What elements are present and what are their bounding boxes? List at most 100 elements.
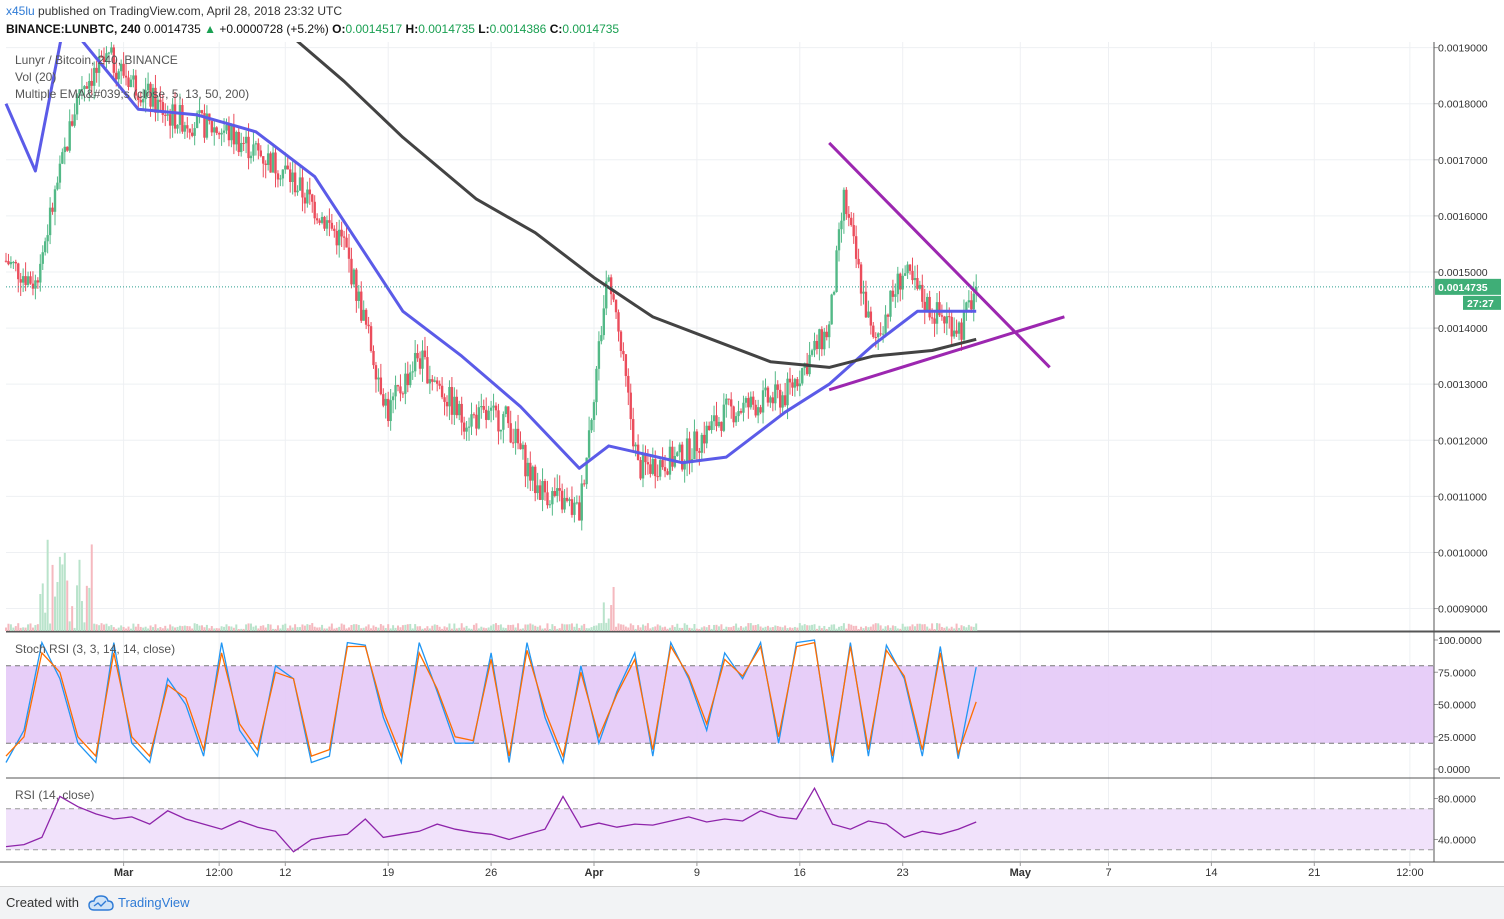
chart-svg[interactable]: 0.0019000 0.0018000 0.0017000 0.0016000 0.00…: [0, 18, 1504, 886]
candle-body: [798, 383, 801, 387]
candle-body: [345, 237, 348, 248]
price-axis-label: 0.0011000: [1438, 491, 1487, 503]
volume-bar: [705, 627, 708, 631]
ema-legend: Multiple EMA&#039;s (close, 5, 13, 50, 2…: [15, 87, 250, 101]
volume-bar: [306, 624, 309, 631]
volume-bar: [933, 628, 936, 631]
volume-bar: [144, 626, 147, 631]
candle-body: [671, 446, 674, 467]
volume-bar: [879, 625, 882, 631]
volume-bar: [534, 625, 537, 631]
volume-bar: [227, 626, 230, 631]
candle-body: [783, 395, 787, 406]
volume-bar: [191, 628, 194, 631]
stoch-axis-label: 100.0000: [1438, 635, 1482, 647]
volume-bar: [940, 626, 943, 631]
volume-bar: [850, 624, 853, 631]
volume-bar: [593, 625, 595, 631]
volume-bar: [68, 621, 71, 631]
candle-body: [874, 336, 877, 338]
volume-bar: [874, 623, 877, 631]
volume-bar: [431, 625, 434, 631]
volume-bar: [313, 626, 316, 631]
candle-body: [330, 222, 334, 229]
candle-body: [614, 299, 618, 313]
candle-body: [431, 379, 434, 382]
volume-bar: [58, 556, 61, 631]
author-link[interactable]: x45lu: [6, 4, 35, 18]
volume-bar: [14, 626, 17, 631]
volume-bar: [820, 628, 823, 631]
candle-body: [835, 250, 838, 292]
volume-bar: [470, 628, 473, 631]
candle-body: [676, 452, 679, 456]
volume-bar: [597, 623, 600, 631]
volume-bar: [428, 628, 431, 631]
candle-body: [585, 457, 588, 485]
volume-bar: [291, 627, 294, 631]
candle-body: [889, 290, 892, 317]
candle-body: [384, 398, 387, 406]
candle-body: [7, 261, 10, 265]
volume-bar: [475, 623, 478, 631]
candle-body: [44, 241, 47, 253]
volume-bar: [487, 627, 490, 631]
candle-body: [394, 385, 397, 397]
candle-body: [730, 399, 733, 407]
volume-bar: [632, 625, 635, 631]
volume-bar: [9, 624, 12, 631]
volume-bar: [730, 627, 733, 631]
candle-body: [651, 459, 654, 474]
volume-bar: [110, 624, 113, 631]
volume-bar: [629, 623, 632, 631]
candle-body: [173, 104, 177, 129]
volume-bar: [563, 624, 566, 631]
candle-body: [112, 47, 115, 73]
price-axis-label: 0.0019000: [1438, 43, 1488, 55]
volume-bar: [828, 626, 831, 631]
candle-body: [654, 459, 657, 477]
volume-bar: [242, 628, 245, 631]
volume-bar: [722, 628, 725, 631]
volume-bar: [480, 626, 483, 631]
volume-bar: [387, 624, 390, 631]
candle-body: [156, 99, 160, 113]
volume-bar: [152, 627, 154, 631]
volume-bar: [318, 627, 321, 631]
candle-body: [813, 340, 816, 351]
candle-body: [93, 67, 96, 86]
candle-body: [328, 220, 331, 223]
candle-body: [438, 383, 441, 386]
volume-bar: [668, 627, 671, 631]
volume-bar: [691, 628, 693, 631]
volume-bar: [838, 626, 840, 631]
tradingview-link[interactable]: TradingView: [118, 895, 190, 910]
volume-bar: [284, 623, 287, 631]
volume-bar: [27, 624, 30, 631]
candle-body: [51, 207, 54, 212]
candle-body: [656, 476, 659, 478]
volume-bar: [370, 628, 373, 631]
candle-body: [379, 377, 383, 395]
candle-body: [698, 451, 701, 453]
candle-body: [842, 189, 846, 221]
volume-bar: [627, 627, 630, 631]
volume-bar: [120, 625, 123, 631]
volume-bar: [791, 627, 794, 631]
volume-bar: [815, 628, 818, 631]
candle-body: [877, 333, 880, 338]
volume-bar: [615, 626, 618, 631]
volume-bar: [654, 626, 657, 631]
candle-body: [48, 207, 52, 236]
candle-body: [933, 318, 936, 324]
volume-bar: [181, 626, 184, 631]
support-trendline: [828, 315, 1065, 392]
candle-body: [710, 421, 713, 430]
volume-bar: [766, 625, 769, 631]
volume-bar: [254, 625, 257, 631]
candle-body: [891, 290, 895, 297]
candle-body: [134, 75, 138, 96]
chart-area[interactable]: 0.0019000 0.0018000 0.0017000 0.0016000 0.00…: [0, 18, 1504, 886]
candle-body: [752, 396, 755, 405]
volume-bar: [771, 627, 774, 631]
